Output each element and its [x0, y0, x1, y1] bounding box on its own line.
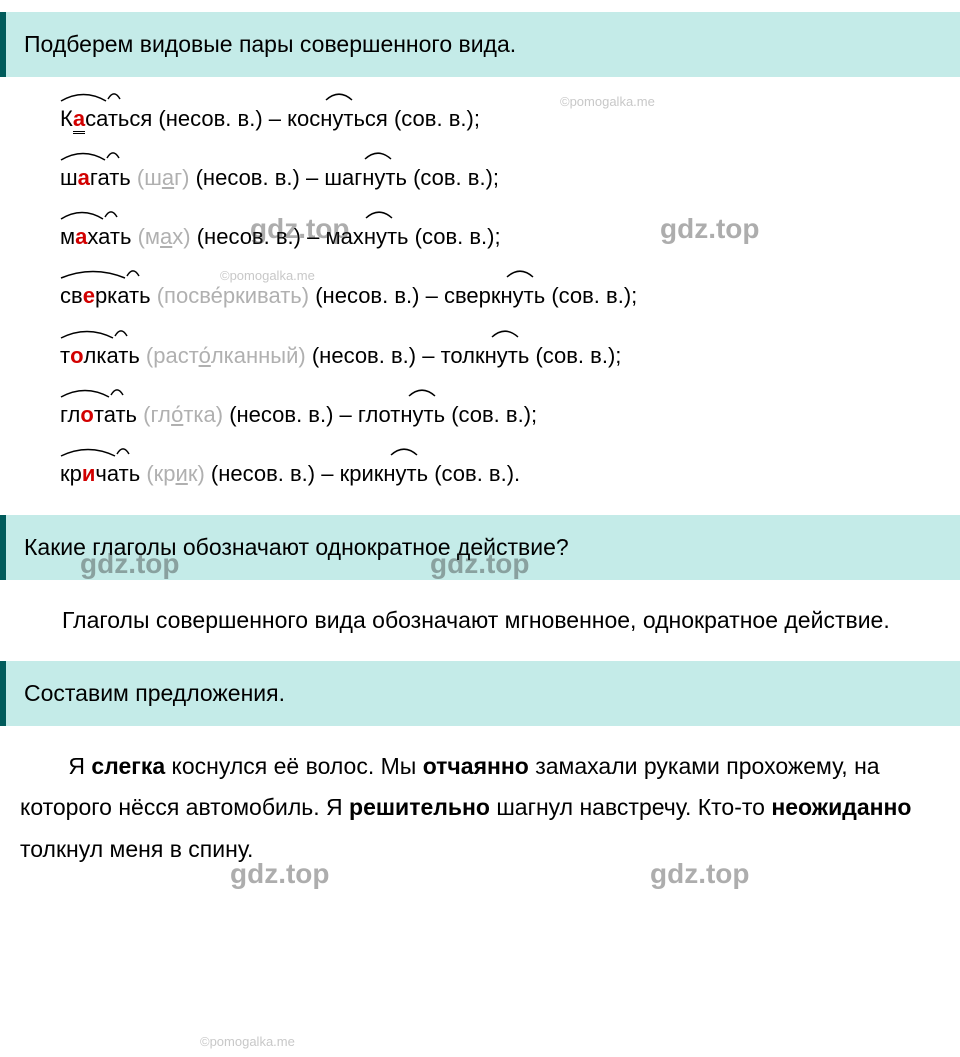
imperfective-verb: шагать [60, 160, 131, 195]
imperfective-verb: сверкать [60, 278, 151, 313]
aspect-label: (сов. в.); [451, 402, 537, 427]
highlighted-vowel: и [82, 461, 96, 486]
emphasized-word: решительно [349, 794, 490, 820]
aspect-label: (несов. в.) [197, 224, 301, 249]
highlighted-vowel: а [78, 165, 90, 190]
highlighted-vowel: а [75, 224, 87, 249]
aspect-label: (несов. в.) [229, 402, 333, 427]
aspect-label: (несов. в.) [315, 283, 419, 308]
aspect-label: (несов. в.) [158, 106, 262, 131]
imperfective-verb: Касаться [60, 101, 152, 136]
aspect-label: (сов. в.); [415, 224, 501, 249]
root-arc-icon [60, 269, 126, 281]
watermark-text: ©pomogalka.me [200, 1032, 295, 1053]
imperfective-verb: кричать [60, 456, 140, 491]
document-root: Подберем видовые пары совершенного вида.… [0, 12, 960, 878]
aspect-label: (несов. в.) [312, 343, 416, 368]
highlighted-vowel: о [80, 402, 93, 427]
aspect-label: (сов. в.); [551, 283, 637, 308]
imperfective-verb: толкать [60, 338, 140, 373]
suffix-arc-icon [325, 92, 353, 104]
paragraph-2: Я слегка коснулся её волос. Мы отчаянно … [0, 738, 960, 878]
suffix-arc-icon [116, 447, 130, 459]
imperfective-verb: глотать [60, 397, 137, 432]
heading-2-text: Какие глаголы обозначают однократное дей… [24, 534, 569, 560]
perfective-verb: сверкнуть [444, 278, 545, 313]
imperfective-verb: махать [60, 219, 131, 254]
sentence-text: шагнул навстречу. Кто-то [490, 794, 771, 820]
suffix-arc-icon [114, 329, 128, 341]
check-word: (мах) [138, 224, 191, 249]
root-arc-icon [60, 210, 104, 222]
suffix-arc-icon [506, 269, 534, 281]
heading-1-text: Подберем видовые пары совершенного вида. [24, 31, 516, 57]
check-word: (шаг) [137, 165, 190, 190]
aspect-label: (сов. в.); [413, 165, 499, 190]
perfective-verb: коснуться [287, 101, 388, 136]
highlighted-vowel: е [83, 283, 95, 308]
verb-pair-line: толкать (расто́лканный) (несов. в.) – то… [60, 338, 960, 373]
highlighted-vowel: а [73, 106, 85, 134]
verb-pair-line: кричать (крик) (несов. в.) – крикнуть (с… [60, 456, 960, 491]
suffix-arc-icon [106, 151, 120, 163]
emphasized-word: отчаянно [423, 753, 529, 779]
check-word: (крик) [146, 461, 204, 486]
suffix-arc-icon [110, 388, 124, 400]
check-word: (посве́ркивать) [157, 283, 309, 308]
emphasized-word: неожиданно [771, 794, 911, 820]
highlighted-vowel: о [70, 343, 83, 368]
heading-3: Составим предложения. [0, 661, 960, 726]
root-arc-icon [60, 447, 116, 459]
aspect-label: (сов. в.). [434, 461, 520, 486]
sentence-text: коснулся её волос. Мы [165, 753, 423, 779]
aspect-label: (сов. в.); [394, 106, 480, 131]
verb-pairs-section: Касаться (несов. в.) – коснуться (сов. в… [0, 101, 960, 491]
aspect-label: (несов. в.) [196, 165, 300, 190]
suffix-arc-icon [107, 92, 121, 104]
perfective-verb: шагнуть [324, 160, 407, 195]
heading-1: Подберем видовые пары совершенного вида. [0, 12, 960, 77]
perfective-verb: глотнуть [358, 397, 445, 432]
suffix-arc-icon [365, 210, 393, 222]
emphasized-word: слегка [91, 753, 165, 779]
suffix-arc-icon [491, 329, 519, 341]
verb-pair-line: глотать (гло́тка) (несов. в.) – глотнуть… [60, 397, 960, 432]
suffix-arc-icon [390, 447, 418, 459]
perfective-verb: крикнуть [340, 456, 428, 491]
suffix-arc-icon [364, 151, 392, 163]
heading-3-text: Составим предложения. [24, 680, 285, 706]
sentence-text: толкнул меня в спину. [20, 836, 253, 862]
paragraph-1: Глаголы совершенного вида обозначают мгн… [0, 592, 960, 649]
paragraph-1-text: Глаголы совершенного вида обозначают мгн… [62, 607, 890, 633]
verb-pair-line: сверкать (посве́ркивать) (несов. в.) – с… [60, 278, 960, 313]
aspect-label: (несов. в.) [211, 461, 315, 486]
suffix-arc-icon [104, 210, 118, 222]
aspect-label: (сов. в.); [535, 343, 621, 368]
verb-pair-line: шагать (шаг) (несов. в.) – шагнуть (сов.… [60, 160, 960, 195]
suffix-arc-icon [126, 269, 140, 281]
suffix-arc-icon [408, 388, 436, 400]
sentence-text: Я [68, 753, 91, 779]
perfective-verb: толкнуть [441, 338, 530, 373]
root-arc-icon [60, 388, 110, 400]
root-arc-icon [60, 151, 106, 163]
root-arc-icon [60, 92, 107, 104]
perfective-verb: махнуть [325, 219, 408, 254]
root-arc-icon [60, 329, 114, 341]
check-word: (расто́лканный) [146, 343, 306, 368]
verb-pair-line: махать (мах) (несов. в.) – махнуть (сов.… [60, 219, 960, 254]
verb-pair-line: Касаться (несов. в.) – коснуться (сов. в… [60, 101, 960, 136]
check-word: (гло́тка) [143, 402, 223, 427]
heading-2: Какие глаголы обозначают однократное дей… [0, 515, 960, 580]
